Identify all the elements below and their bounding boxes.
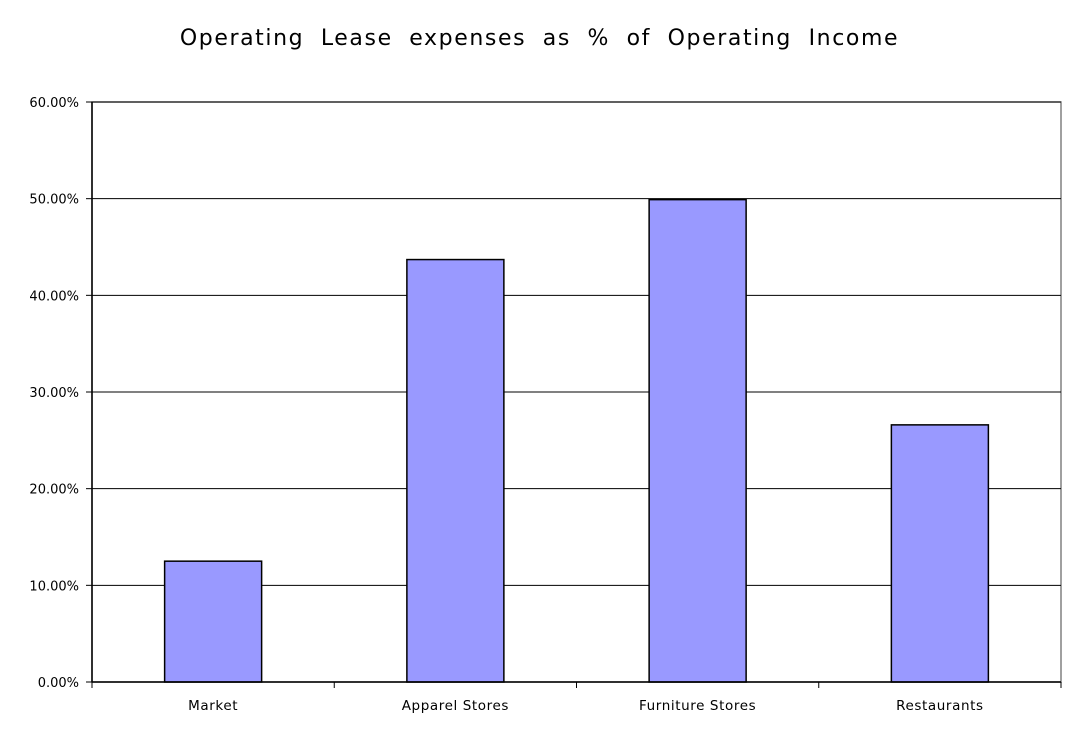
bar-market [163,560,263,683]
y-tick-label: 10.00% [29,579,79,594]
x-category-label: Furniture Stores [639,698,756,714]
chart-title: Operating Lease expenses as % of Operati… [179,26,900,51]
bar-furniture-stores [648,198,747,683]
x-category-label: Restaurants [896,698,984,714]
y-tick-label: 30.00% [29,386,79,401]
y-tick-label: 50.00% [29,193,79,208]
bars [163,198,990,683]
y-tick-label: 40.00% [29,289,79,304]
y-tick-label: 20.00% [29,483,79,498]
y-tick-label: 0.00% [38,676,79,691]
x-category-label: Apparel Stores [402,698,509,714]
bar-restaurants [890,424,990,683]
axis-labels: 0.00% 10.00% 20.00% 30.00% 40.00% 50.00% 60.00… [29,96,983,714]
bar-apparel-stores [406,258,505,683]
y-tick-label: 60.00% [29,96,79,111]
axes [86,101,1062,688]
x-category-label: Market [188,698,238,714]
